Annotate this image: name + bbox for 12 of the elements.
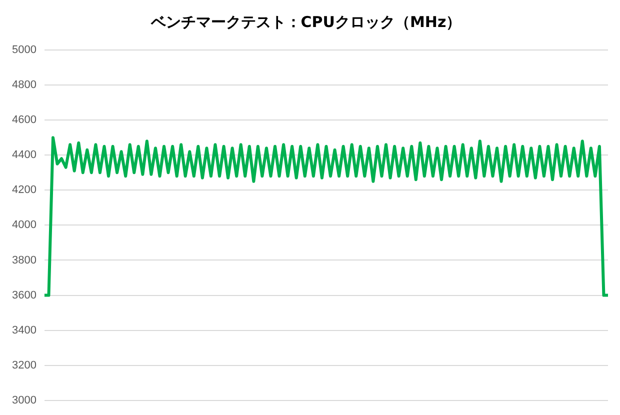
y-tick-label: 3000 (12, 394, 36, 406)
y-tick-label: 5000 (12, 44, 36, 56)
y-tick-label: 4400 (12, 149, 36, 162)
y-tick-label: 4200 (12, 184, 36, 196)
y-tick-label: 4800 (12, 79, 36, 92)
y-tick-label: 3600 (12, 289, 36, 302)
y-tick-label: 3800 (12, 254, 36, 266)
y-tick-label: 4600 (12, 114, 36, 126)
y-tick-label: 4000 (12, 219, 36, 232)
y-tick-label: 3200 (12, 359, 36, 372)
y-tick-label: 3400 (12, 324, 36, 336)
chart-title: ベンチマークテスト：CPUクロック（MHz） (150, 12, 462, 31)
